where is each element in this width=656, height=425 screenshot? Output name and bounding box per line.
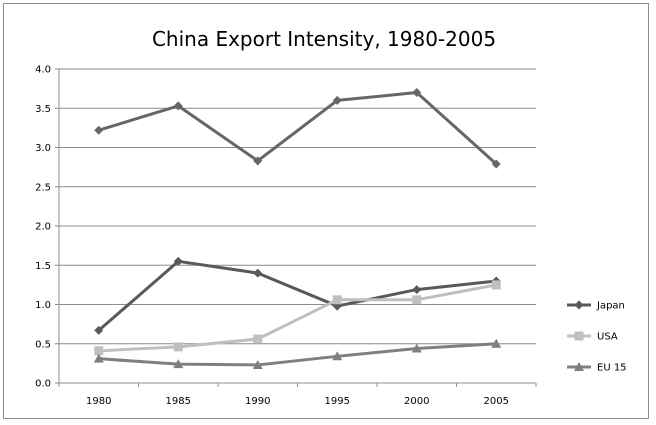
x-tick-label: 2005 — [484, 396, 509, 407]
data-point — [411, 343, 422, 353]
data-point — [94, 325, 104, 335]
y-tick-label: 1.5 — [35, 261, 51, 272]
legend-label: EU 15 — [597, 363, 627, 374]
data-point — [491, 280, 501, 290]
line-chart: China Export Intensity, 1980-2005 0.0 0.5… — [35, 27, 627, 407]
grid-lines — [59, 68, 536, 345]
legend-marker — [574, 362, 584, 371]
data-point — [173, 256, 183, 266]
y-tick-label: 1.0 — [35, 300, 51, 311]
y-tick-label: 3.5 — [35, 104, 51, 115]
y-tick-label: 2.5 — [35, 182, 51, 193]
series-unlabeled-3 — [94, 88, 501, 169]
data-point — [93, 353, 104, 363]
data-point — [173, 342, 183, 352]
data-point — [412, 295, 422, 305]
x-tick-label: 1995 — [325, 396, 350, 407]
axes: 0.0 0.5 1.0 1.5 2.0 2.5 3.0 3.5 4.0 1980 1985 1990 1… — [35, 65, 537, 407]
y-tick-label: 4.0 — [35, 65, 51, 76]
chart-frame: China Export Intensity, 1980-2005 0.0 0.5… — [3, 3, 649, 419]
x-tick-label: 2000 — [404, 396, 429, 407]
data-point — [94, 125, 104, 135]
legend: Japan USA EU 15 — [567, 300, 627, 374]
series-usa — [94, 280, 501, 356]
data-point — [332, 95, 342, 105]
legend-label: USA — [597, 332, 618, 343]
legend-item-japan: Japan — [567, 300, 625, 312]
legend-marker — [574, 331, 584, 341]
y-tick-label: 0.5 — [35, 339, 51, 350]
data-point — [491, 338, 502, 348]
y-tick-label: 3.0 — [35, 143, 51, 154]
y-tick-label: 0.0 — [35, 379, 51, 390]
x-tick-label: 1980 — [86, 396, 111, 407]
data-point — [491, 159, 501, 169]
data-point — [173, 101, 183, 111]
data-point — [412, 88, 422, 98]
data-point — [173, 359, 184, 369]
series-lines — [93, 88, 502, 369]
data-point — [332, 295, 342, 305]
series-line — [98, 91, 498, 166]
data-point — [412, 285, 422, 295]
data-point — [253, 268, 263, 278]
series-eu-15 — [93, 338, 502, 369]
series-line — [98, 283, 497, 353]
x-tick-label: 1985 — [166, 396, 191, 407]
data-point — [332, 351, 343, 361]
series-line — [98, 342, 497, 367]
y-tick-label: 2.0 — [35, 222, 51, 233]
data-point — [253, 156, 263, 166]
legend-marker — [574, 300, 584, 310]
data-point — [252, 359, 263, 369]
legend-item-eu-15: EU 15 — [567, 362, 627, 374]
data-point — [253, 334, 263, 344]
x-tick-label: 1990 — [245, 396, 270, 407]
legend-label: Japan — [596, 301, 625, 312]
data-point — [94, 346, 104, 356]
series-line — [97, 259, 497, 332]
chart-title: China Export Intensity, 1980-2005 — [152, 27, 496, 51]
legend-item-usa: USA — [567, 331, 618, 343]
